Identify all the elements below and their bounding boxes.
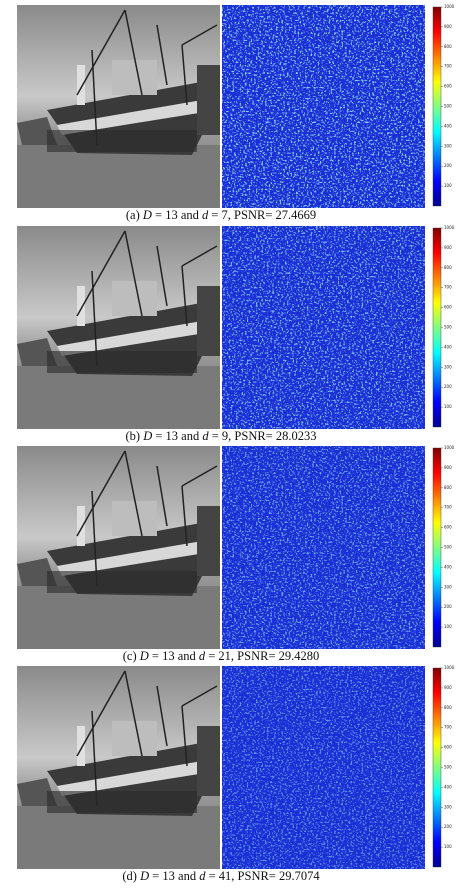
caption-part: d (196, 649, 206, 663)
panel: 100 200 300 400 500 600 700 800 900 1000 (b) D = 1… (16, 225, 455, 443)
colorbar-tick-label: 900 (444, 245, 452, 250)
colorbar-tick-label: 700 (444, 725, 452, 730)
colorbar-tick-label: 1000 (444, 4, 455, 9)
colorbar-tick-label: 300 (444, 364, 452, 369)
colorbar-tick-label: 800 (444, 705, 452, 710)
colorbar-tick-label: 100 (444, 404, 452, 409)
colorbar-tick-label: 1000 (444, 225, 455, 230)
colorbar-tick-label: 100 (444, 844, 452, 849)
colorbar-tick-label: 400 (444, 564, 452, 569)
colorbar-tick-label: 500 (444, 765, 452, 770)
colorbar-tick-label: 1000 (444, 665, 455, 670)
caption-part: = 41, PSNR= 29.7074 (205, 869, 320, 883)
caption-part: = 13 and (152, 429, 200, 443)
panel: 100 200 300 400 500 600 700 800 900 1000 (a) D = 1… (16, 4, 455, 222)
caption: (a) D = 13 and d = 7, PSNR= 27.4669 (126, 208, 316, 222)
colorbar-tick-label: 600 (444, 305, 452, 310)
colorbar (432, 6, 442, 207)
colorbar-tick-label: 400 (444, 123, 452, 128)
image-reconstruction (16, 665, 221, 870)
caption-part: = 7, PSNR= 27.4669 (208, 208, 316, 222)
caption: (d) D = 13 and d = 41, PSNR= 29.7074 (122, 869, 320, 883)
colorbar (432, 667, 442, 868)
colorbar-tick-label: 600 (444, 84, 452, 89)
image-reconstruction (16, 4, 221, 209)
caption-part: d (199, 208, 209, 222)
colorbar-tick-label: 300 (444, 584, 452, 589)
colorbar-tick-label: 200 (444, 163, 452, 168)
error-map-noise (222, 5, 425, 208)
colorbar-tick-label: 400 (444, 784, 452, 789)
image-reconstruction (16, 445, 221, 650)
error-map-noise (222, 226, 425, 429)
colorbar-tick-label: 700 (444, 505, 452, 510)
image-reconstruction (16, 225, 221, 430)
colorbar-tick-label: 500 (444, 545, 452, 550)
error-map-noise (222, 446, 425, 649)
caption-part: = 21, PSNR= 29.4280 (205, 649, 319, 663)
colorbar-tick-label: 600 (444, 525, 452, 530)
caption-part: (a) (126, 208, 140, 222)
caption-part: D (140, 429, 152, 443)
colorbar-tick-label: 700 (444, 64, 452, 69)
caption-part: = 13 and (149, 869, 197, 883)
caption-part: (c) (123, 649, 137, 663)
colorbar-tick-label: 800 (444, 485, 452, 490)
colorbar-tick-label: 100 (444, 183, 452, 188)
caption-part: D (137, 869, 149, 883)
caption: (c) D = 13 and d = 21, PSNR= 29.4280 (123, 649, 320, 663)
caption-part: D (137, 649, 149, 663)
colorbar-tick-label: 100 (444, 624, 452, 629)
error-map-noise (222, 666, 425, 869)
panel: 100 200 300 400 500 600 700 800 900 1000 (c) D = 1… (16, 445, 455, 663)
colorbar-tick-label: 300 (444, 804, 452, 809)
colorbar-tick-label: 500 (444, 104, 452, 109)
caption-part: (b) (126, 429, 141, 443)
caption: (b) D = 13 and d = 9, PSNR= 28.0233 (126, 429, 317, 443)
colorbar-tick-label: 1000 (444, 445, 455, 450)
colorbar (432, 447, 442, 648)
colorbar (432, 227, 442, 428)
colorbar-tick-label: 800 (444, 265, 452, 270)
panel: 100 200 300 400 500 600 700 800 900 1000 (d) D = 1… (16, 665, 455, 883)
colorbar-tick-label: 900 (444, 465, 452, 470)
caption-part: = 13 and (149, 649, 197, 663)
caption-part: (d) (122, 869, 137, 883)
colorbar-tick-label: 500 (444, 325, 452, 330)
colorbar-tick-label: 200 (444, 824, 452, 829)
colorbar-tick-label: 200 (444, 384, 452, 389)
caption-part: d (199, 429, 209, 443)
caption-part: d (196, 869, 206, 883)
colorbar-tick-label: 700 (444, 285, 452, 290)
colorbar-tick-label: 800 (444, 44, 452, 49)
caption-part: = 13 and (152, 208, 200, 222)
colorbar-tick-label: 600 (444, 745, 452, 750)
colorbar-tick-label: 200 (444, 604, 452, 609)
caption-part: D (140, 208, 152, 222)
colorbar-tick-label: 900 (444, 685, 452, 690)
caption-part: = 9, PSNR= 28.0233 (209, 429, 317, 443)
colorbar-tick-label: 900 (444, 24, 452, 29)
colorbar-tick-label: 400 (444, 344, 452, 349)
colorbar-tick-label: 300 (444, 143, 452, 148)
